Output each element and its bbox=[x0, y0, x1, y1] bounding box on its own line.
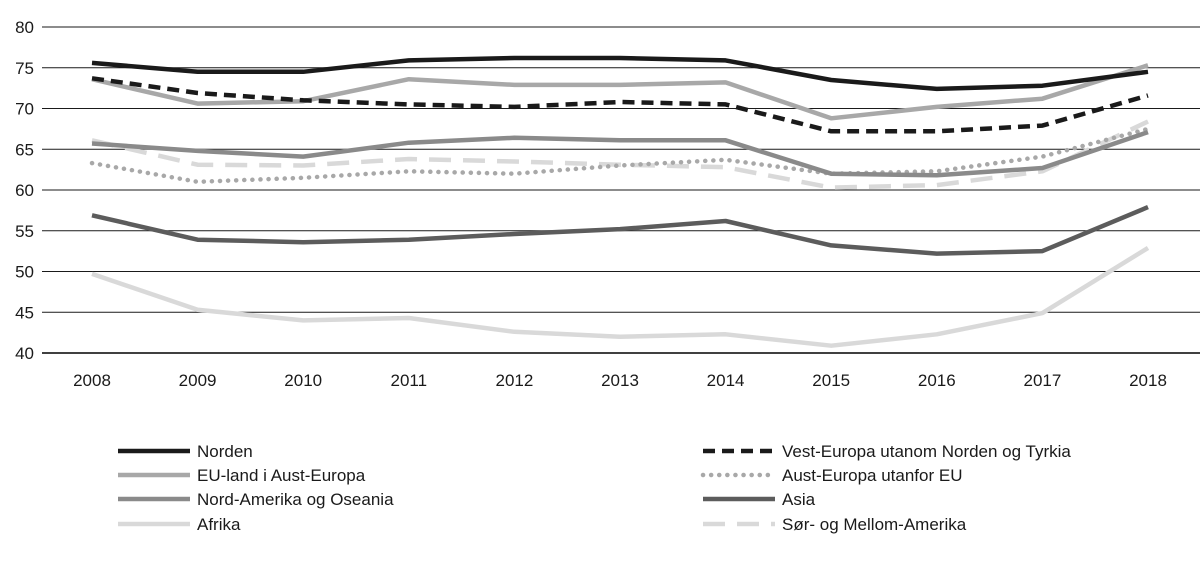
series-line-asia bbox=[91, 205, 1149, 256]
x-tick-label-2015: 2015 bbox=[812, 371, 850, 390]
legend-label-asia: Asia bbox=[782, 490, 816, 509]
x-tick-label-2012: 2012 bbox=[495, 371, 533, 390]
series-line-afrika bbox=[91, 245, 1150, 348]
y-tick-label-40: 40 bbox=[15, 344, 34, 363]
series-line-nord-amerika-og-oseania bbox=[91, 129, 1149, 178]
y-axis-tick-labels: 40 45 50 55 60 65 70 75 80 bbox=[15, 18, 34, 363]
x-tick-label-2014: 2014 bbox=[707, 371, 745, 390]
x-axis-tick-labels: 2008 2009 2010 2011 2012 2013 2014 2015 2016 2017… bbox=[73, 371, 1167, 390]
gridlines bbox=[42, 26, 1200, 354]
legend-label-sor-og-mellom-amerika: Sør- og Mellom-Amerika bbox=[782, 515, 967, 534]
legend-item-aust-europa-utanfor-eu: Aust-Europa utanfor EU bbox=[700, 466, 962, 485]
y-tick-label-65: 65 bbox=[15, 140, 34, 159]
series-line-sor-og-mellom-amerika bbox=[91, 119, 1149, 190]
series-line-aust-europa-utanfor-eu bbox=[89, 126, 1151, 185]
x-tick-label-2017: 2017 bbox=[1023, 371, 1061, 390]
legend-item-afrika: Afrika bbox=[118, 515, 241, 534]
legend-label-aust-europa-utanfor-eu: Aust-Europa utanfor EU bbox=[782, 466, 962, 485]
y-tick-label-60: 60 bbox=[15, 181, 34, 200]
legend-label-vest-europa-utanom-norden-og-tyrkia: Vest-Europa utanom Norden og Tyrkia bbox=[782, 442, 1071, 461]
y-tick-label-50: 50 bbox=[15, 263, 34, 282]
legend-label-eu-land-i-aust-europa: EU-land i Aust-Europa bbox=[197, 466, 366, 485]
legend-item-nord-amerika-og-oseania: Nord-Amerika og Oseania bbox=[118, 490, 394, 509]
x-tick-label-2010: 2010 bbox=[284, 371, 322, 390]
legend: Norden Vest-Europa utanom Norden og Tyrki… bbox=[118, 442, 1071, 534]
legend-item-asia: Asia bbox=[703, 490, 816, 509]
series-line-eu-land-i-aust-europa bbox=[91, 63, 1149, 121]
x-tick-label-2018: 2018 bbox=[1129, 371, 1167, 390]
x-tick-label-2008: 2008 bbox=[73, 371, 111, 390]
legend-item-eu-land-i-aust-europa: EU-land i Aust-Europa bbox=[118, 466, 366, 485]
x-tick-label-2011: 2011 bbox=[391, 371, 428, 390]
legend-item-norden: Norden bbox=[118, 442, 253, 461]
series-lines bbox=[89, 55, 1151, 348]
y-tick-label-70: 70 bbox=[15, 100, 34, 119]
legend-label-afrika: Afrika bbox=[197, 515, 241, 534]
x-tick-label-2013: 2013 bbox=[601, 371, 639, 390]
y-tick-label-75: 75 bbox=[15, 59, 34, 78]
legend-item-sor-og-mellom-amerika: Sør- og Mellom-Amerika bbox=[703, 515, 967, 534]
legend-label-norden: Norden bbox=[197, 442, 253, 461]
y-tick-label-80: 80 bbox=[15, 18, 34, 37]
legend-label-nord-amerika-og-oseania: Nord-Amerika og Oseania bbox=[197, 490, 394, 509]
y-tick-label-45: 45 bbox=[15, 303, 34, 322]
x-tick-label-2009: 2009 bbox=[179, 371, 217, 390]
y-tick-label-55: 55 bbox=[15, 222, 34, 241]
legend-item-vest-europa-utanom-norden-og-tyrkia: Vest-Europa utanom Norden og Tyrkia bbox=[703, 442, 1071, 461]
series-line-norden bbox=[91, 55, 1149, 92]
series-line-vest-europa-utanom-norden-og-tyrkia bbox=[91, 76, 1149, 134]
x-tick-label-2016: 2016 bbox=[918, 371, 956, 390]
